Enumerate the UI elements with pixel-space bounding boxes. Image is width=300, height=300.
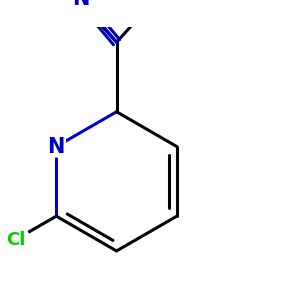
Text: Cl: Cl	[6, 231, 26, 249]
Text: N: N	[72, 0, 89, 9]
Text: N: N	[48, 136, 65, 157]
